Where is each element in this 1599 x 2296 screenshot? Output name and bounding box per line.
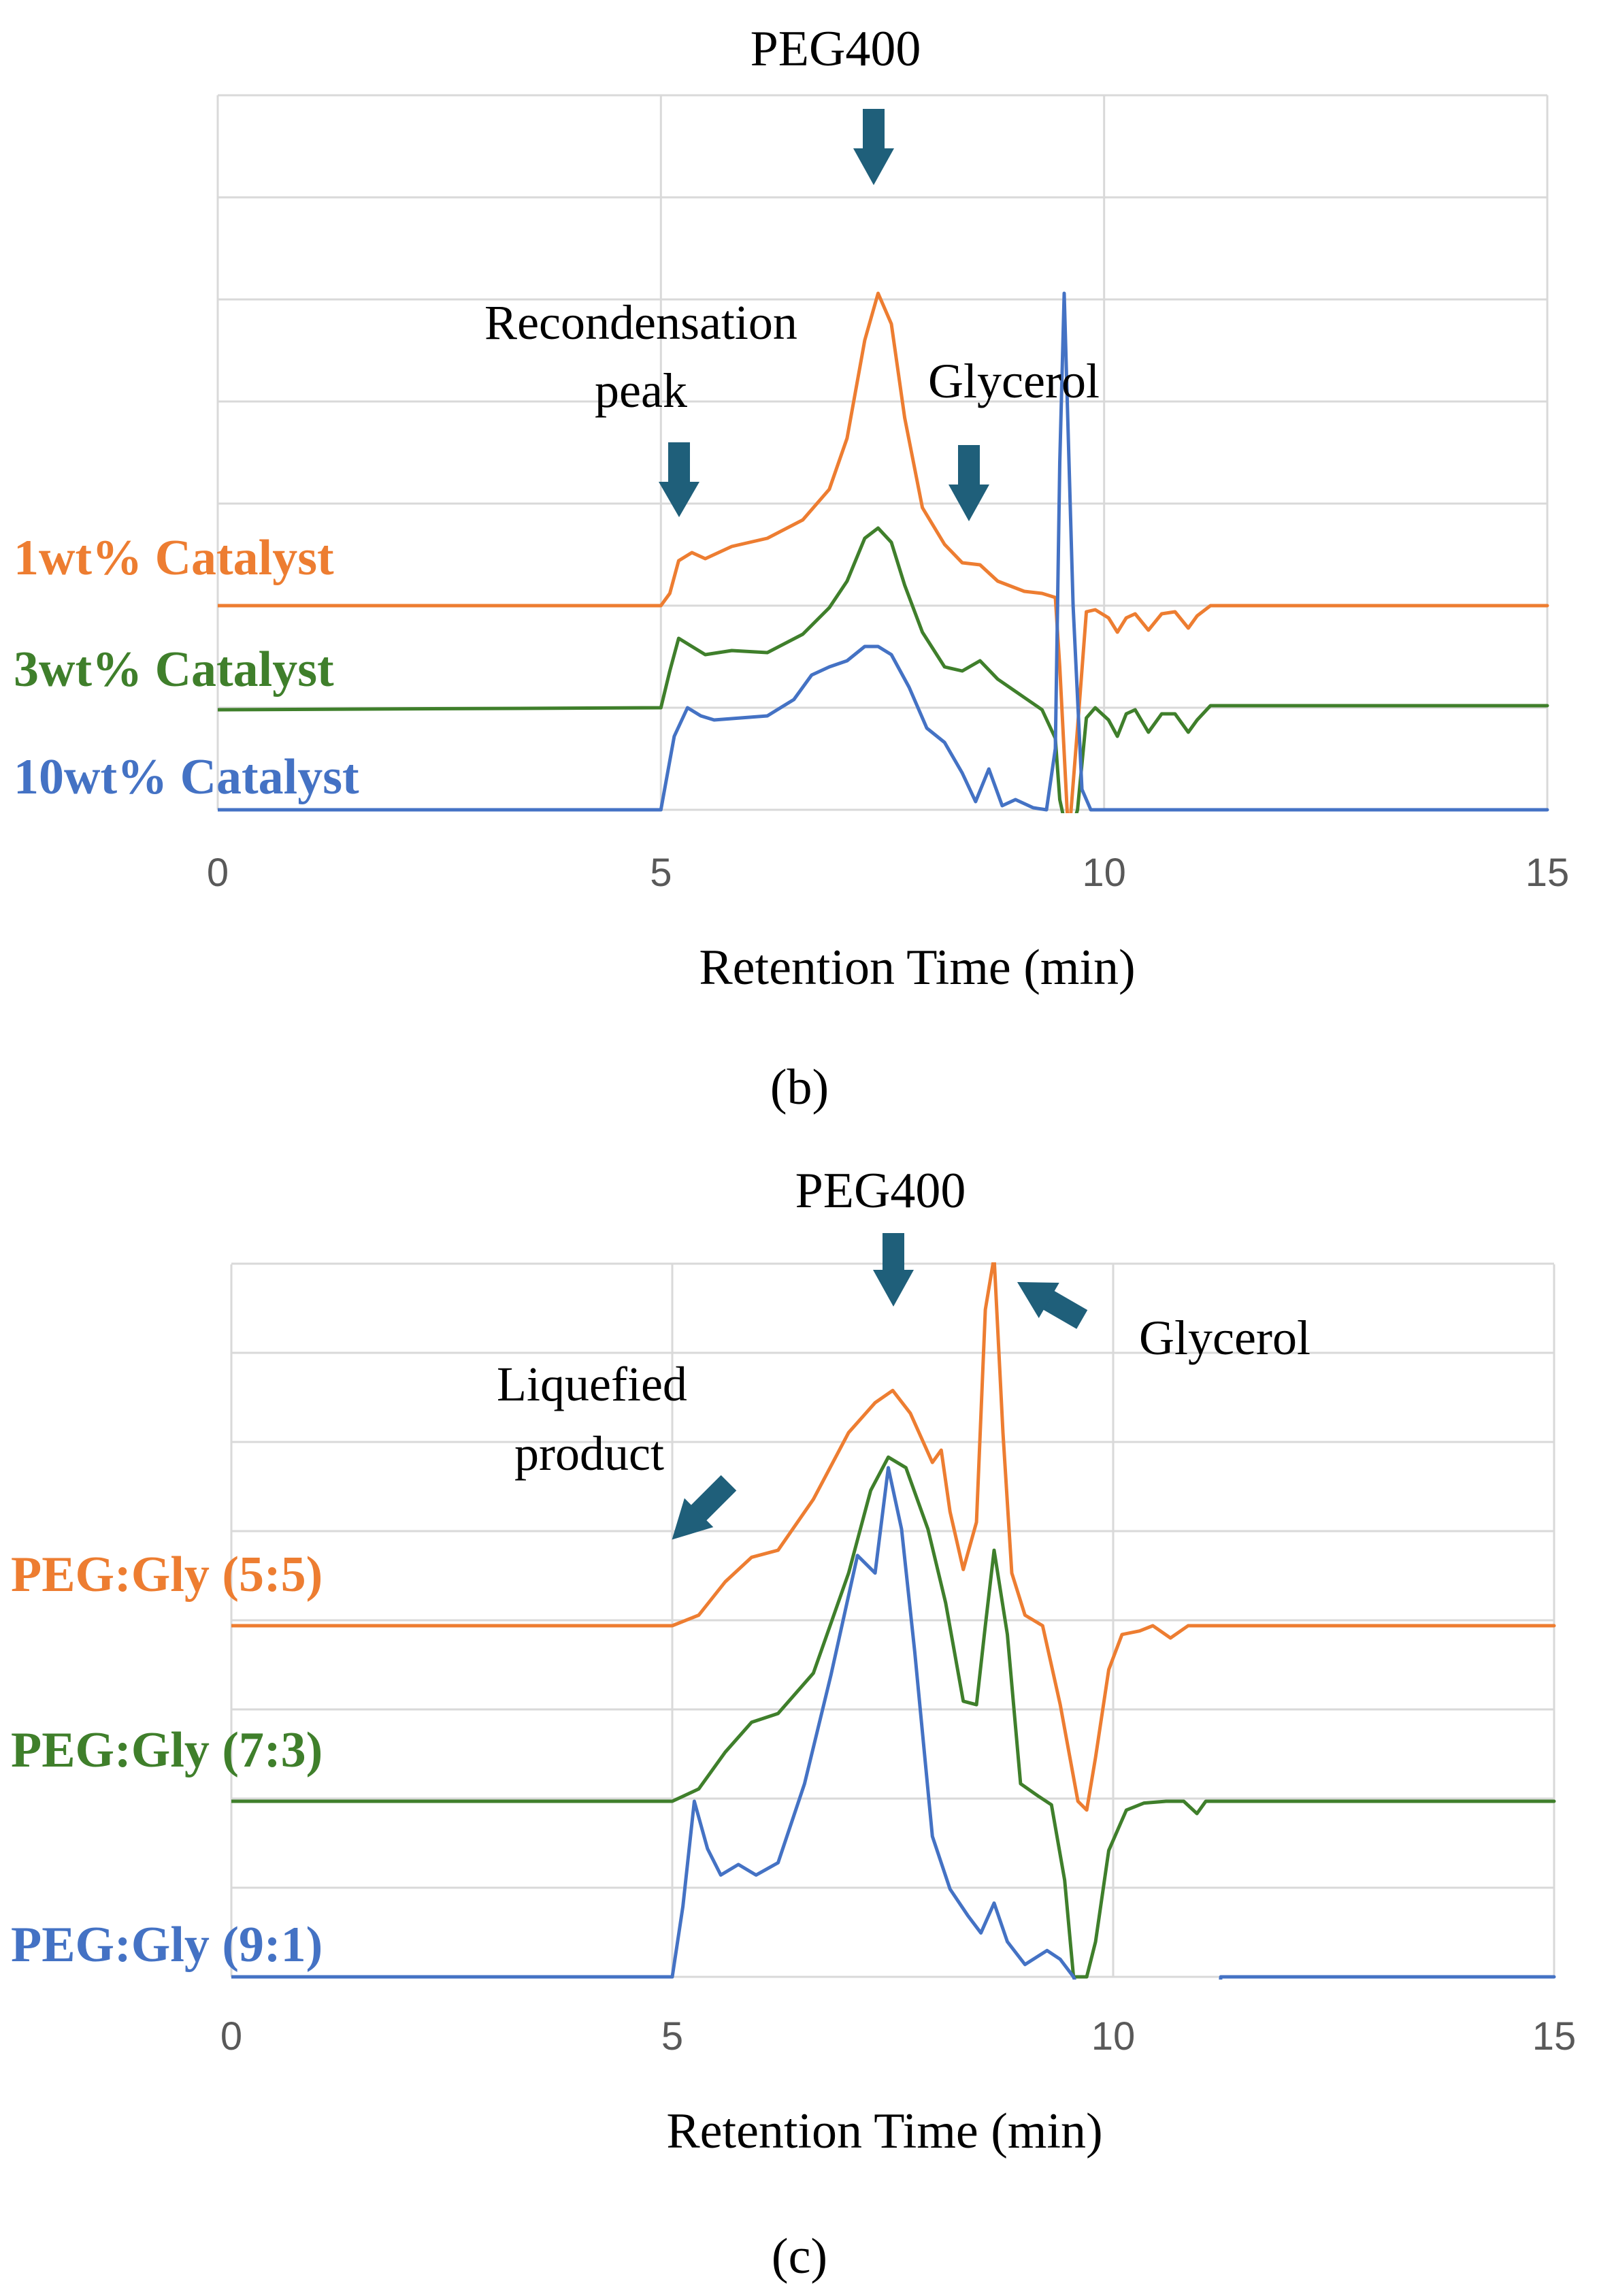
arrow-glycerol-c	[1017, 1282, 1088, 1329]
legend-label-1wt: 1wt% Catalyst	[14, 530, 334, 586]
legend-label-3wt: 3wt% Catalyst	[14, 642, 334, 698]
x-tick-label: 15	[1532, 2014, 1577, 2059]
series-line-0	[218, 291, 1549, 813]
series-line-2	[218, 291, 1549, 812]
series-line-1	[231, 1455, 1556, 1979]
gridlines-c	[230, 1262, 1555, 1978]
x-tick-label: 0	[220, 2014, 242, 2059]
chart-panel-b: 0 5 10 15 PEG400 Recondensation peak Glycer…	[14, 21, 1569, 1115]
x-axis-title-c: Retention Time (min)	[666, 2103, 1102, 2159]
series-line-0	[231, 1262, 1556, 1812]
x-tick-label: 15	[1526, 851, 1570, 895]
panel-label-b: (b)	[770, 1060, 829, 1115]
series-group-b	[218, 291, 1549, 813]
x-tick-label: 5	[650, 851, 672, 895]
annotation-peg400-c: PEG400	[795, 1163, 966, 1219]
x-tick-label: 10	[1091, 2014, 1136, 2059]
legend-label-73: PEG:Gly (7:3)	[11, 1722, 323, 1778]
arrow-peg400-c	[873, 1233, 914, 1307]
series-line-1	[218, 526, 1549, 813]
annotation-glycerol-c: Glycerol	[1139, 1311, 1310, 1365]
panel-label-c: (c)	[772, 2229, 827, 2284]
annotation-peg400-b: PEG400	[751, 21, 921, 77]
annotation-glycerol-b: Glycerol	[928, 354, 1100, 408]
x-tick-labels-c: 0 5 10 15	[220, 2014, 1576, 2059]
legend-label-10wt: 10wt% Catalyst	[14, 749, 359, 805]
x-tick-label: 0	[207, 851, 229, 895]
series-group-c	[231, 1262, 1556, 1980]
x-tick-label: 5	[661, 2014, 683, 2059]
arrow-recondensation-b	[659, 442, 699, 517]
annotation-liquefied-c-line2: product	[514, 1426, 664, 1481]
arrow-peg400-b	[853, 109, 894, 185]
annotation-recondensation-b-line1: Recondensation	[484, 295, 797, 350]
annotation-liquefied-c-line1: Liquefied	[497, 1357, 687, 1411]
chart-panel-c: 0 5 10 15 PEG400 Liquefied product Glycerol…	[11, 1163, 1576, 2284]
arrow-glycerol-b	[949, 445, 989, 521]
arrow-liquefied-c	[672, 1475, 737, 1540]
x-axis-title-b: Retention Time (min)	[699, 940, 1135, 996]
annotation-recondensation-b-line2: peak	[595, 363, 687, 418]
x-tick-label: 10	[1082, 851, 1126, 895]
legend-label-55: PEG:Gly (5:5)	[11, 1547, 323, 1603]
legend-label-91: PEG:Gly (9:1)	[11, 1917, 323, 1973]
x-tick-labels-b: 0 5 10 15	[207, 851, 1569, 895]
series-line-2	[231, 1466, 1556, 1980]
